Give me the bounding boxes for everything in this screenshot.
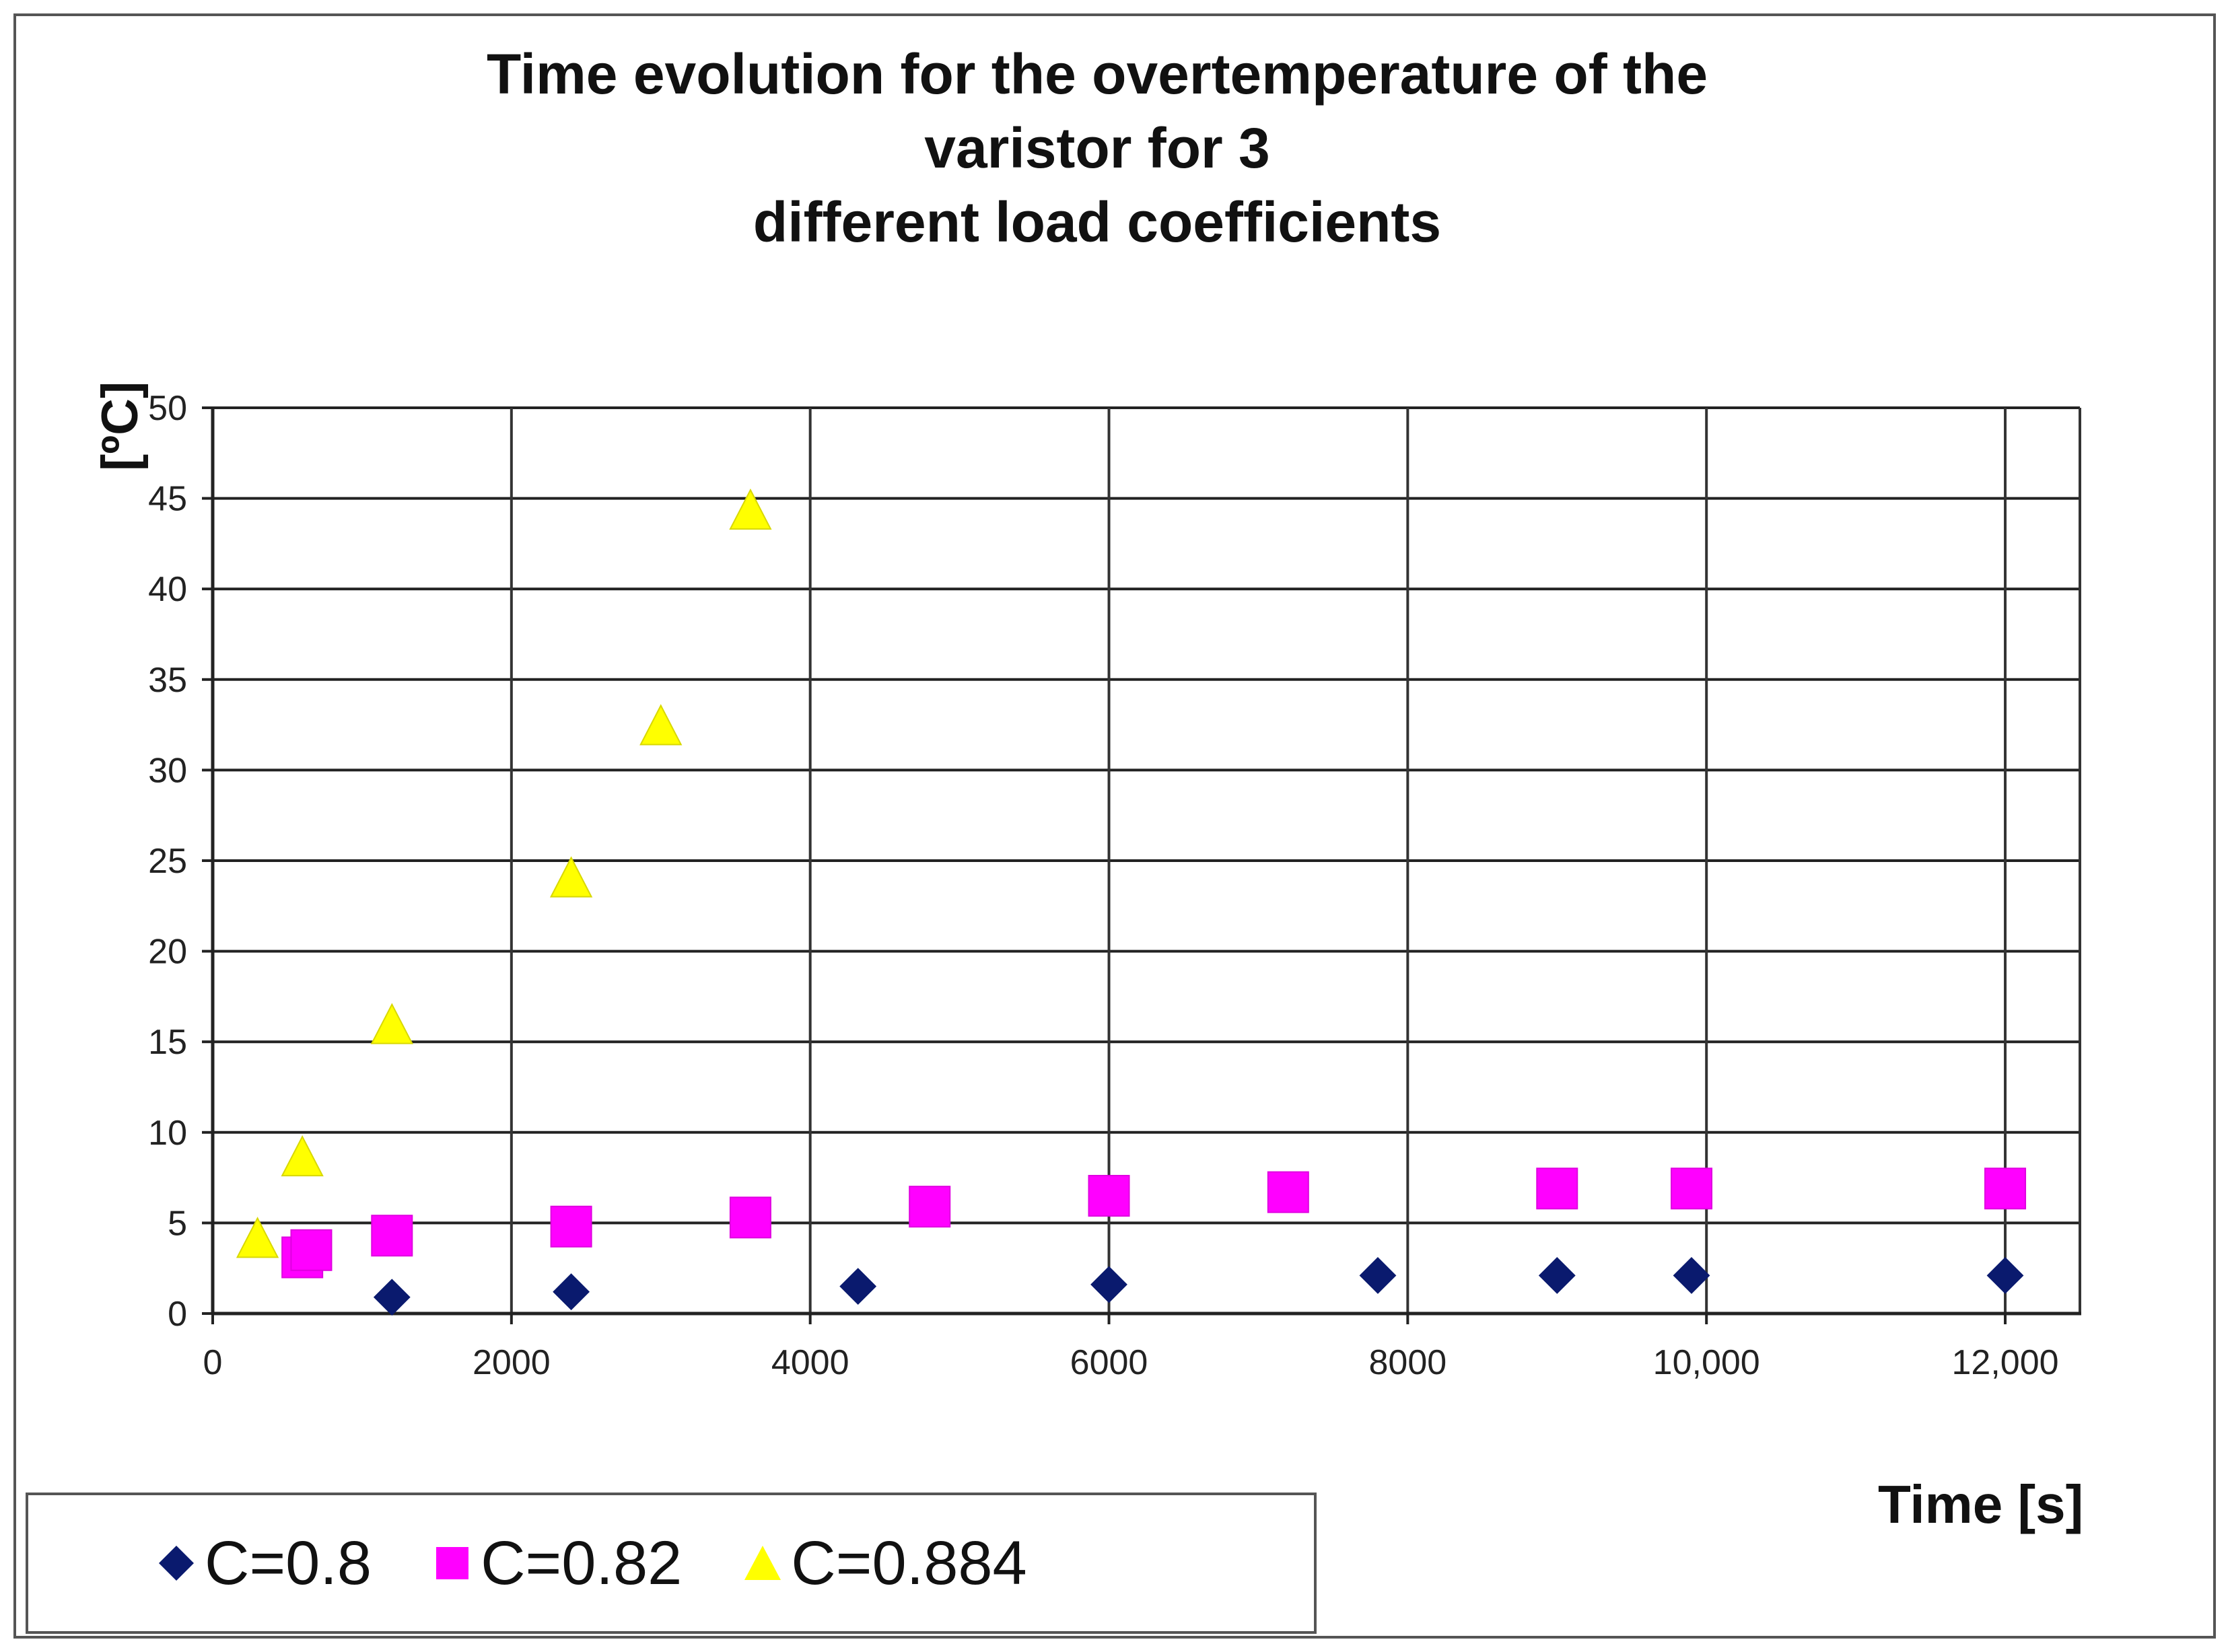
data-point-series-0 [1986, 1257, 2024, 1294]
y-tick-label: 15 [148, 1023, 187, 1062]
x-tick-label: 10,000 [1653, 1343, 1760, 1382]
data-point-series-0 [1090, 1266, 1127, 1303]
y-tick-label: 20 [148, 933, 187, 972]
data-point-series-1 [729, 1196, 771, 1239]
x-tick-label: 4000 [771, 1343, 849, 1382]
data-point-series-2 [236, 1217, 279, 1258]
data-point-series-0 [839, 1268, 877, 1305]
data-point-series-2 [370, 1003, 413, 1044]
y-tick-label: 25 [148, 842, 187, 881]
data-point-series-1 [1984, 1168, 2027, 1210]
data-point-series-2 [729, 488, 772, 530]
legend-square-marker [436, 1547, 469, 1579]
data-point-series-1 [1536, 1168, 1578, 1210]
data-point-series-1 [1267, 1171, 1309, 1213]
data-point-series-1 [371, 1215, 413, 1257]
data-points [236, 488, 2027, 1316]
x-tick-label: 8000 [1369, 1343, 1447, 1382]
data-point-series-1 [1088, 1175, 1130, 1217]
legend: C=0.8 C=0.82 C=0.884 [26, 1493, 1317, 1634]
x-tick-label: 6000 [1070, 1343, 1148, 1382]
y-tick-label: 50 [148, 389, 187, 428]
legend-label: C=0.82 [481, 1528, 683, 1597]
tick-labels: 0 5 10 15 20 25 30 35 40 45 50 0 2000 4000 6000 8000 10,… [148, 389, 2058, 1382]
data-point-series-2 [549, 856, 593, 898]
legend-label: C=0.8 [205, 1528, 372, 1597]
grid [213, 406, 2080, 1314]
x-axis-label: Time [s] [1878, 1474, 2084, 1534]
y-tick-label: 5 [168, 1204, 187, 1243]
data-point-series-0 [1359, 1257, 1397, 1294]
legend-triangle-marker [744, 1546, 781, 1580]
data-point-series-2 [281, 1135, 324, 1177]
data-point-series-1 [1671, 1168, 1713, 1210]
legend-diamond-marker [159, 1546, 194, 1581]
y-axis-label: [ºC] [92, 381, 149, 471]
y-tick-label: 10 [148, 1114, 187, 1153]
y-tick-label: 45 [148, 480, 187, 519]
data-point-series-0 [1538, 1257, 1576, 1294]
data-point-series-1 [550, 1205, 592, 1248]
legend-item-series-1: C=0.82 [432, 1528, 682, 1599]
chart-title: Time evolution for the overtemperature o… [486, 42, 1708, 254]
data-point-series-0 [1673, 1257, 1710, 1294]
axes [202, 406, 2081, 1324]
x-tick-label: 2000 [473, 1343, 551, 1382]
y-tick-label: 35 [148, 661, 187, 700]
legend-label: C=0.884 [791, 1528, 1027, 1597]
x-tick-label: 0 [203, 1343, 223, 1382]
chart-frame [13, 13, 2216, 1639]
y-tick-label: 30 [148, 751, 187, 790]
legend-item-series-2: C=0.884 [742, 1528, 1027, 1599]
data-point-series-0 [553, 1273, 590, 1311]
y-tick-label: 40 [148, 570, 187, 609]
data-point-series-1 [909, 1186, 951, 1228]
data-point-series-1 [290, 1229, 333, 1271]
x-tick-label: 12,000 [1952, 1343, 2059, 1382]
data-point-series-2 [639, 704, 683, 746]
y-tick-label: 0 [168, 1295, 187, 1334]
data-point-series-0 [373, 1279, 411, 1316]
legend-item-series-0: C=0.8 [156, 1528, 372, 1599]
